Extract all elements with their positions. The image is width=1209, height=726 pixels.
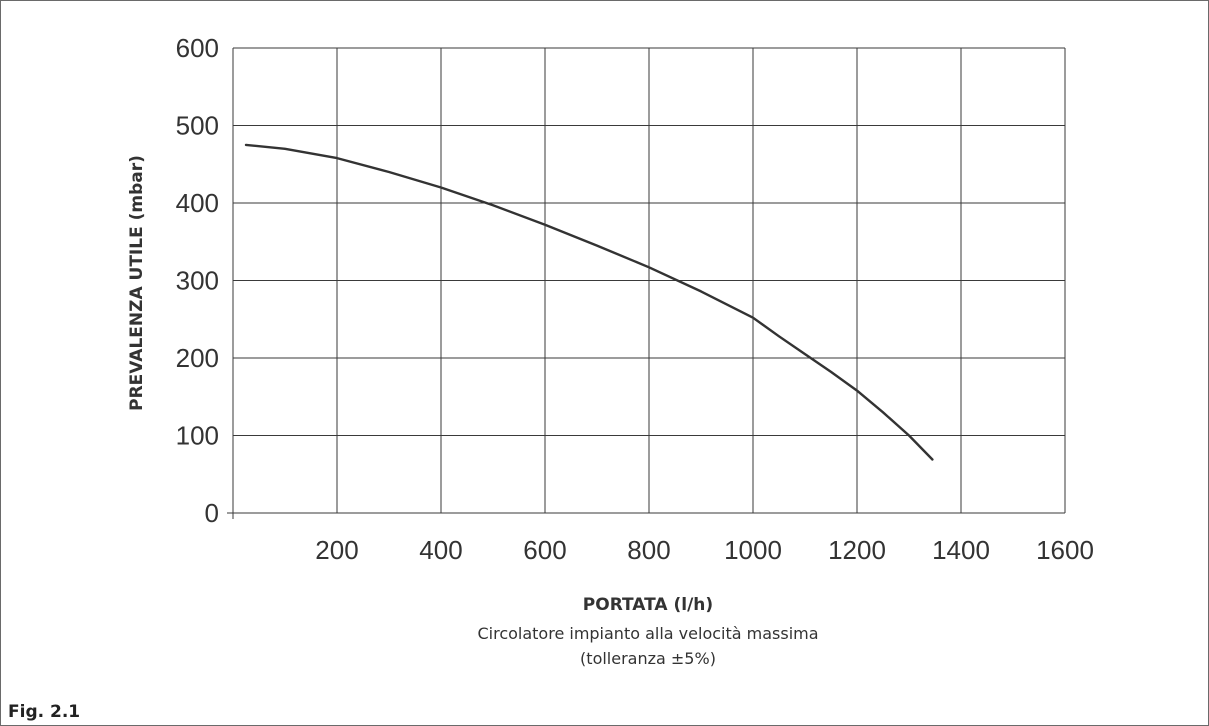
x-tick-label: 600 [523, 535, 566, 565]
x-tick-label: 1200 [828, 535, 886, 565]
x-tick-label: 200 [315, 535, 358, 565]
y-tick-label: 200 [176, 343, 219, 373]
y-tick-label: 500 [176, 111, 219, 141]
y-tick-label: 100 [176, 421, 219, 451]
y-axis-label: PREVALENZA UTILE (mbar) [127, 155, 147, 411]
x-tick-label: 800 [627, 535, 670, 565]
series-layer [244, 143, 934, 461]
y-tick-label: 600 [176, 33, 219, 63]
figure-label: Fig. 2.1 [8, 702, 80, 722]
series-line [244, 143, 934, 461]
x-tick-labels: 200 400 600 800 1000 1200 1400 1600 [315, 535, 1094, 565]
y-tick-label: 300 [176, 266, 219, 296]
x-axis-label: PORTATA (l/h) [583, 595, 713, 615]
caption-line-2: (tolleranza ±5%) [580, 649, 716, 668]
y-tick-label: 0 [205, 498, 219, 528]
x-tick-label: 400 [419, 535, 462, 565]
caption-line-1: Circolatore impianto alla velocità massi… [477, 624, 818, 643]
x-tick-label: 1600 [1036, 535, 1094, 565]
grid [233, 47, 1066, 513]
y-tick-label: 400 [176, 188, 219, 218]
axes [227, 48, 1065, 519]
y-tick-labels: 0 100 200 300 400 500 600 [176, 33, 219, 528]
x-tick-label: 1400 [932, 535, 990, 565]
x-tick-label: 1000 [724, 535, 782, 565]
